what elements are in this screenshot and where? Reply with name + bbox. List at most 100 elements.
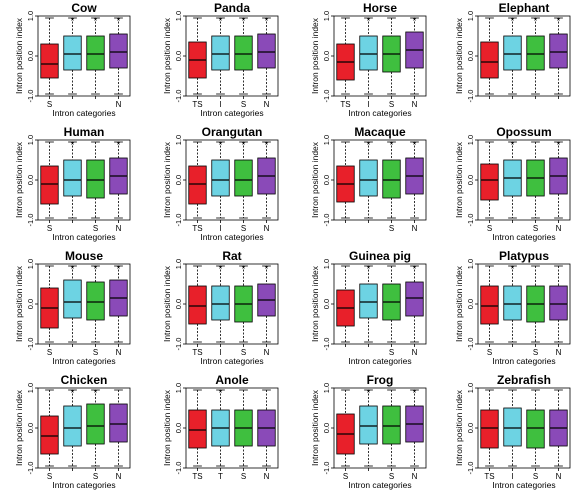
x-axis-label: Intron categories (348, 356, 411, 366)
significance-star: * (557, 16, 561, 26)
x-axis-label: Intron categories (200, 356, 263, 366)
panel-title: Chicken (61, 373, 108, 387)
significance-star: * (117, 140, 121, 150)
box (503, 407, 522, 447)
x-category-label: I (367, 100, 369, 109)
y-tick-label: 0.0 (322, 51, 331, 61)
y-tick-label: 1.0 (322, 135, 331, 145)
x-category-label: N (412, 472, 418, 481)
x-category-label: TS (192, 472, 202, 481)
x-category-label: I (219, 224, 221, 233)
y-tick-label: 0.0 (466, 423, 475, 433)
x-category-label: I (219, 100, 221, 109)
box (503, 35, 522, 71)
x-category-label: N (116, 224, 122, 233)
significance-star: * (413, 140, 417, 150)
x-category-label: S (93, 224, 98, 233)
significance-star: * (219, 16, 223, 26)
y-tick-label: 0.0 (174, 51, 183, 61)
y-axis-label: Intron position index (162, 17, 172, 94)
significance-star: * (242, 140, 246, 150)
y-axis-label: Intron position index (310, 389, 320, 466)
panel-title: Platypus (499, 249, 549, 263)
box (234, 159, 253, 197)
x-axis-label: Intron categories (348, 480, 411, 490)
y-tick-label: 1.0 (174, 135, 183, 145)
y-tick-label: 1.0 (466, 383, 475, 393)
y-tick-label: 0.0 (322, 299, 331, 309)
box (188, 285, 207, 325)
y-tick-label: 0.0 (26, 175, 35, 185)
y-tick-label: 1.0 (174, 383, 183, 393)
panel-title: Cow (71, 1, 97, 15)
y-tick-label: 1.0 (26, 135, 35, 145)
x-category-label: S (389, 472, 394, 481)
box (63, 159, 82, 197)
y-axis-label: Intron position index (454, 389, 464, 466)
y-tick-label: 1.0 (466, 135, 475, 145)
significance-star: * (219, 140, 223, 150)
box (188, 409, 207, 449)
significance-star: * (117, 16, 121, 26)
y-axis-label: Intron position index (454, 17, 464, 94)
panel-title: Human (64, 125, 105, 139)
y-tick-label: -1.0 (26, 90, 35, 103)
x-axis-label: Intron categories (348, 108, 411, 118)
x-category-label: S (487, 348, 492, 357)
y-axis-label: Intron position index (162, 265, 172, 342)
y-tick-label: 0.0 (26, 423, 35, 433)
box (40, 43, 59, 79)
x-category-label: S (47, 348, 52, 357)
y-tick-label: -1.0 (26, 462, 35, 475)
x-category-label: N (556, 224, 562, 233)
y-axis-label: Intron position index (310, 17, 320, 94)
y-tick-label: 0.0 (322, 175, 331, 185)
significance-star: * (94, 264, 98, 274)
x-category-label: N (264, 224, 270, 233)
y-tick-label: 1.0 (26, 11, 35, 21)
significance-star: * (534, 16, 538, 26)
significance-star: * (242, 264, 246, 274)
box (109, 403, 128, 443)
box (526, 409, 545, 449)
significance-star: * (413, 16, 417, 26)
significance-star: * (219, 388, 223, 398)
panel-title: Elephant (499, 1, 550, 15)
significance-star: * (71, 16, 75, 26)
y-tick-label: -1.0 (322, 462, 331, 475)
significance-star: * (265, 140, 269, 150)
x-category-label: N (412, 348, 418, 357)
x-category-label: S (93, 348, 98, 357)
significance-star: * (71, 264, 75, 274)
x-category-label: S (389, 224, 394, 233)
y-tick-label: 1.0 (322, 259, 331, 269)
significance-star: * (219, 264, 223, 274)
x-category-label: S (47, 472, 52, 481)
y-axis-label: Intron position index (14, 265, 24, 342)
significance-star: * (511, 264, 515, 274)
y-tick-label: -1.0 (174, 462, 183, 475)
box (86, 403, 105, 445)
y-axis-label: Intron position index (14, 17, 24, 94)
x-category-label: S (533, 472, 538, 481)
y-tick-label: 1.0 (466, 259, 475, 269)
y-tick-label: 0.0 (26, 51, 35, 61)
y-tick-label: 1.0 (26, 259, 35, 269)
x-category-label: S (241, 348, 246, 357)
panel-title: Orangutan (202, 125, 263, 139)
box (234, 35, 253, 71)
x-category-label: N (116, 100, 122, 109)
x-axis-label: Intron categories (52, 232, 115, 242)
y-tick-label: 0.0 (174, 175, 183, 185)
significance-star: * (367, 140, 371, 150)
y-tick-label: -1.0 (322, 338, 331, 351)
significance-star: * (367, 388, 371, 398)
